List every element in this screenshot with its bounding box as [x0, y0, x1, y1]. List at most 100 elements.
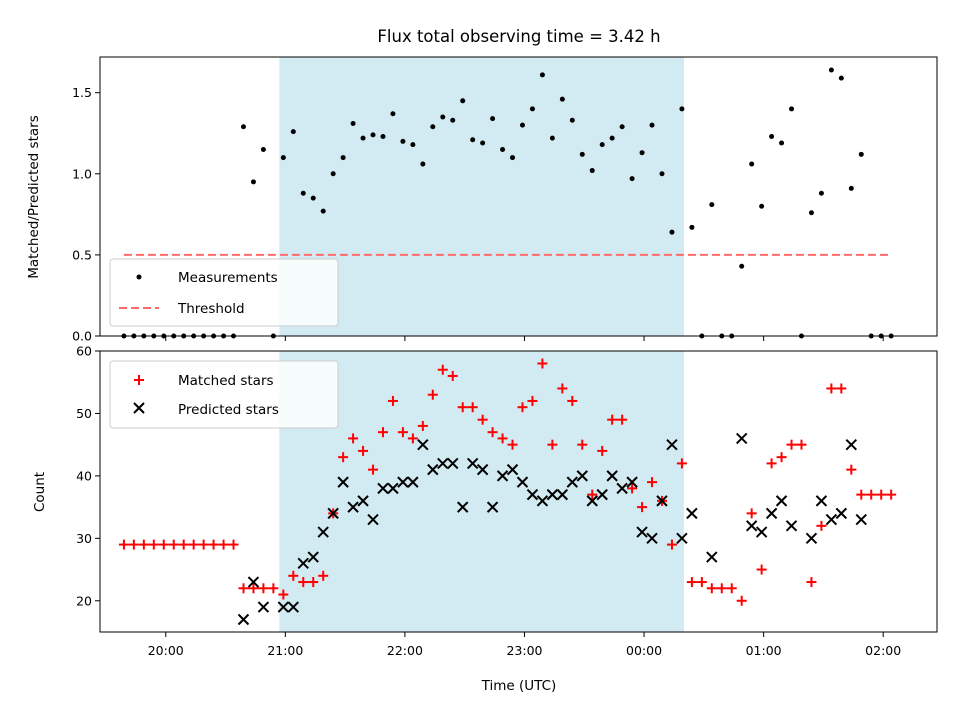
predicted-star-point [516, 476, 529, 488]
measurement-point [559, 96, 565, 102]
matched-star-point [637, 502, 648, 513]
matched-star-point [487, 427, 498, 438]
matched-star-point [228, 539, 239, 550]
measurement-point [639, 150, 645, 156]
bottom-axes-frame [99, 350, 938, 633]
matched-star-point [806, 577, 817, 588]
matched-star-point [517, 402, 528, 413]
predicted-star-point [496, 470, 509, 482]
matched-star-point [617, 414, 628, 425]
predicted-star-point [297, 557, 309, 570]
bottom-y-tick-label: 60 [76, 344, 92, 359]
measurement-point [519, 122, 525, 128]
predicted-star-point [506, 463, 519, 476]
matched-star-point [756, 564, 767, 575]
matched-star-point [627, 483, 638, 494]
measurement-point [589, 168, 595, 174]
predicted-star-point [626, 476, 638, 488]
matched-star-point [856, 489, 867, 500]
measurement-point [350, 121, 356, 127]
predicted-star-point [775, 495, 788, 507]
measurement-point [510, 155, 516, 161]
top-legend-frame [109, 258, 339, 327]
matched-star-point [118, 539, 129, 550]
predicted-star-point [855, 513, 867, 526]
predicted-star-point [676, 532, 688, 545]
matched-star-point [397, 427, 408, 438]
predicted-star-point [377, 482, 389, 495]
chart-title: Flux total observing time = 3.42 h [377, 27, 660, 46]
matched-star-point [796, 439, 807, 450]
predicted-star-point [765, 507, 778, 520]
matched-star-point [706, 583, 717, 594]
predicted-star-point [606, 470, 618, 482]
measurement-point [818, 190, 824, 196]
matched-star-point [338, 452, 349, 463]
matched-star-point [647, 477, 658, 488]
bottom-y-tick-label: 20 [76, 593, 92, 608]
measurement-point [749, 161, 755, 167]
matched-star-point [178, 539, 189, 550]
observing-interval-band [279, 57, 684, 336]
predicted-star-point [646, 532, 658, 545]
matched-star-point [776, 452, 787, 463]
predicted-star-point [566, 476, 579, 488]
predicted-star-point [815, 495, 828, 507]
matched-star-point [666, 539, 677, 550]
measurement-point [759, 203, 765, 209]
top-y-tick-label: 1.0 [72, 166, 92, 181]
measurement-point [310, 195, 316, 201]
bottom-y-axis: 20 30 40 50 60 [76, 344, 100, 608]
predicted-star-point [805, 532, 818, 545]
matched-star-point [736, 595, 747, 606]
measurement-point [619, 124, 625, 130]
measurement-point [779, 140, 785, 146]
predicted-star-point [536, 495, 549, 507]
top-panel: 0.0 0.5 1.0 1.5 Matched/Predicted stars Mea… [26, 56, 938, 344]
matched-star-point [138, 539, 149, 550]
predicted-star-point [576, 470, 588, 482]
matched-star-point [298, 577, 309, 588]
matched-star-point [278, 589, 289, 600]
matched-star-point [208, 539, 219, 550]
predicted-star-point [397, 476, 409, 488]
matched-star-point [477, 414, 488, 425]
matched-star-point [148, 539, 159, 550]
measurement-point [410, 142, 416, 148]
top-y-tick-label: 0.5 [72, 247, 92, 262]
measurement-point [569, 117, 575, 123]
matched-star-point [686, 577, 697, 588]
measurement-point [739, 263, 745, 269]
measurement-point [490, 116, 496, 122]
x-axis-label: Time (UTC) [481, 678, 557, 694]
measurement-point [549, 135, 555, 141]
top-legend: Measurements Threshold [109, 258, 339, 327]
bottom-x-tick-label: 20:00 [148, 643, 184, 658]
measurement-point [260, 146, 266, 152]
predicted-star-point [417, 438, 429, 451]
matched-star-point [467, 402, 478, 413]
predicted-star-point [387, 482, 399, 495]
matched-star-point [128, 539, 139, 550]
matched-star-point [417, 420, 428, 431]
measurement-point [848, 185, 854, 191]
predicted-star-point [337, 476, 349, 488]
predicted-star-point [277, 601, 290, 613]
bottom-x-tick-label: 21:00 [267, 643, 303, 658]
matched-star-point [597, 445, 608, 456]
predicted-star-point [247, 576, 260, 588]
matched-star-point [427, 389, 438, 400]
matched-star-point [607, 414, 618, 425]
measurement-point [629, 176, 635, 182]
predicted-star-point [706, 551, 718, 563]
matched-star-point [268, 583, 279, 594]
measurement-point [430, 124, 436, 130]
bottom-y-tick-label: 30 [76, 531, 92, 546]
top-axes-frame [99, 56, 938, 337]
bottom-x-tick-label: 23:00 [506, 643, 542, 658]
bottom-y-axis-label: Count [32, 472, 48, 512]
predicted-star-point [287, 601, 300, 613]
matched-star-point [557, 383, 568, 394]
predicted-star-point [596, 488, 608, 501]
predicted-star-point [636, 526, 648, 538]
